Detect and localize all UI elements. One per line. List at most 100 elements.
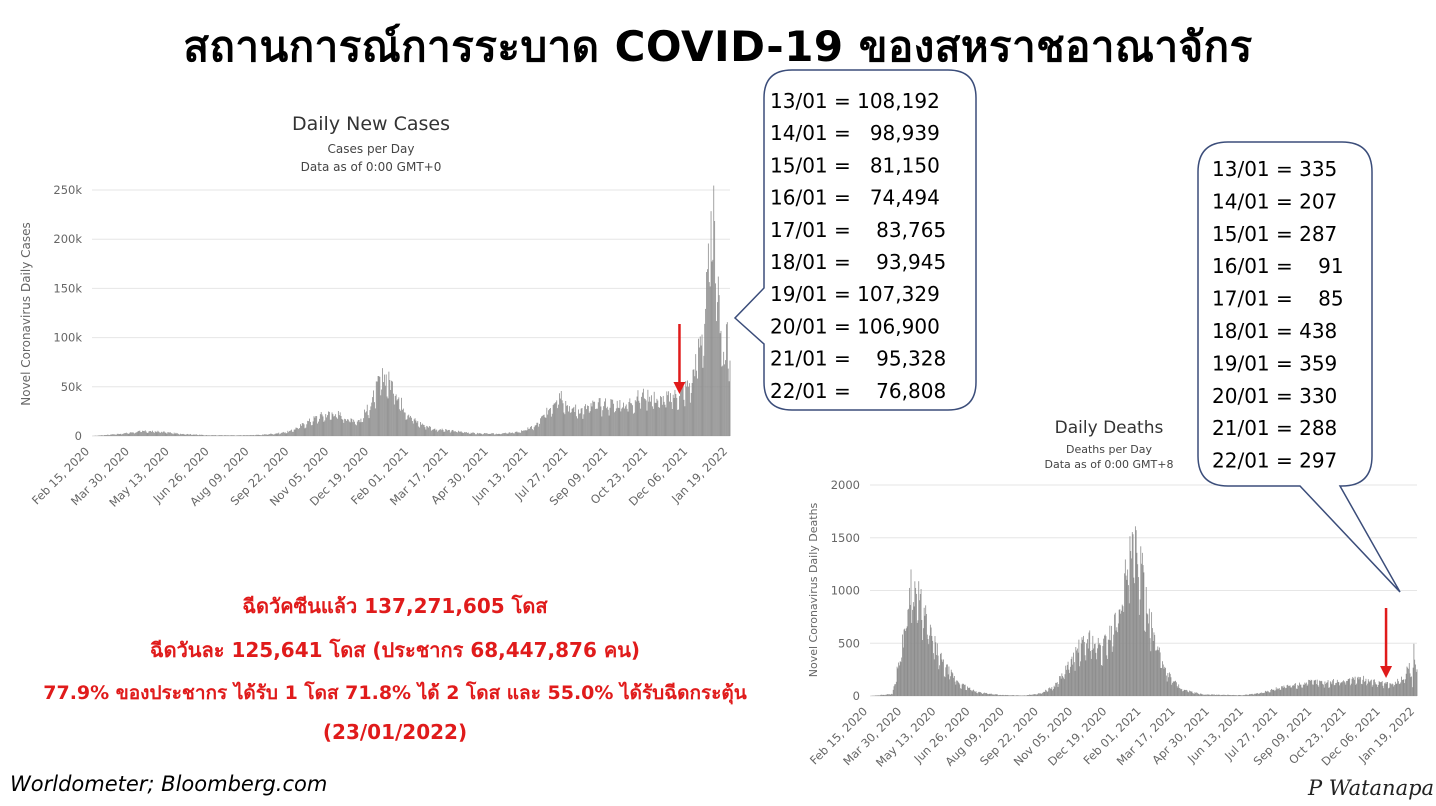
bar: [438, 430, 439, 436]
bar: [1112, 646, 1114, 696]
bar: [237, 435, 239, 436]
bar: [343, 422, 345, 436]
bar: [503, 433, 505, 436]
bar: [1063, 677, 1064, 696]
bar: [1171, 684, 1173, 696]
bar: [1040, 693, 1042, 696]
bar: [1369, 682, 1371, 696]
bar: [642, 388, 644, 436]
bar: [1235, 695, 1237, 696]
bar: [618, 408, 620, 436]
bar: [981, 693, 983, 696]
bar: [1387, 681, 1388, 696]
bar: [1333, 685, 1335, 696]
bar: [298, 429, 300, 436]
bar: [900, 662, 902, 696]
bar: [611, 399, 613, 436]
bar: [1061, 673, 1063, 696]
bar: [717, 276, 719, 436]
bar: [1335, 683, 1337, 696]
bar: [1326, 682, 1328, 696]
bar: [118, 434, 120, 436]
bar: [651, 406, 653, 436]
bar: [641, 396, 642, 436]
bar: [320, 412, 322, 436]
bar: [430, 430, 432, 436]
bar: [961, 684, 963, 696]
bar: [394, 396, 396, 436]
bar: [209, 435, 211, 436]
bar: [1098, 644, 1100, 696]
bar: [504, 432, 506, 436]
bar: [920, 588, 922, 696]
bar: [1262, 692, 1264, 696]
bar: [158, 431, 160, 436]
bar: [587, 405, 588, 436]
bar: [591, 406, 593, 436]
bar: [957, 680, 958, 696]
y-tick-label: 500: [838, 636, 860, 650]
bar: [1254, 693, 1256, 696]
bar: [455, 431, 457, 436]
bar: [208, 435, 210, 436]
bar: [1025, 695, 1027, 696]
bar: [338, 415, 340, 436]
bar: [972, 690, 974, 696]
bar: [540, 418, 541, 436]
bar: [676, 397, 678, 436]
bar: [531, 429, 533, 436]
bar: [197, 434, 198, 436]
bar-series: [870, 526, 1418, 696]
bar: [1183, 689, 1185, 696]
bar: [1157, 646, 1159, 696]
bar: [1027, 694, 1029, 696]
bar: [612, 399, 614, 436]
bar: [670, 393, 671, 436]
bar: [467, 432, 468, 436]
bar: [1193, 693, 1195, 696]
bar: [419, 427, 420, 436]
bar: [1192, 692, 1194, 696]
bar: [976, 692, 978, 696]
bar: [1223, 694, 1224, 696]
bar: [696, 370, 698, 436]
bar: [226, 435, 228, 436]
bar: [910, 569, 912, 696]
bar: [295, 427, 297, 436]
bar: [499, 433, 501, 436]
bar: [904, 628, 906, 696]
bar: [1081, 637, 1083, 696]
bar: [1182, 691, 1183, 696]
bar: [561, 400, 563, 436]
bar: [195, 434, 197, 436]
bar: [323, 421, 325, 436]
bar: [1409, 673, 1411, 696]
bar: [1410, 677, 1412, 696]
bar: [134, 433, 135, 436]
bar: [716, 321, 717, 436]
bar: [984, 692, 985, 696]
bar: [213, 435, 215, 436]
bar: [556, 400, 558, 436]
bar: [633, 413, 634, 436]
bar: [953, 675, 955, 696]
bar: [567, 405, 568, 436]
bar: [282, 431, 284, 436]
bar: [1076, 648, 1078, 696]
page-title: สถานการณ์การระบาด COVID-19 ของสหราชอาณาจ…: [183, 22, 1253, 71]
bar: [675, 393, 677, 436]
bar: [926, 613, 927, 696]
bar: [1121, 604, 1123, 696]
bar: [977, 693, 978, 696]
bar: [563, 412, 565, 436]
bar: [1213, 694, 1215, 696]
bar: [1312, 684, 1314, 696]
bar: [698, 338, 699, 436]
bar: [402, 408, 404, 436]
bar: [1181, 688, 1183, 696]
bar: [448, 429, 449, 436]
bar: [967, 686, 968, 696]
bar: [664, 404, 666, 436]
bar: [1147, 614, 1149, 696]
bar: [1230, 695, 1232, 696]
